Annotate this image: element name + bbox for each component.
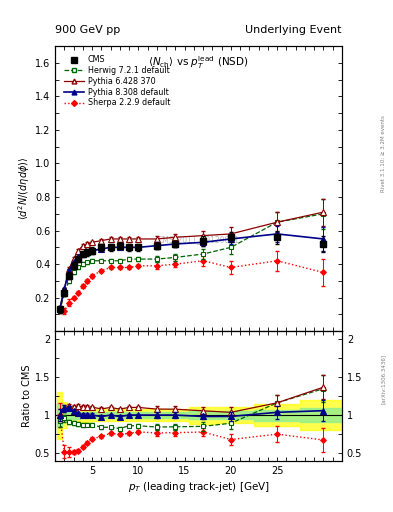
Y-axis label: Ratio to CMS: Ratio to CMS bbox=[22, 365, 32, 427]
Y-axis label: $\langle d^{2}N/(d\eta d\phi)\rangle$: $\langle d^{2}N/(d\eta d\phi)\rangle$ bbox=[16, 157, 32, 220]
Text: [arXiv:1306.3436]: [arXiv:1306.3436] bbox=[381, 354, 386, 404]
Text: Underlying Event: Underlying Event bbox=[245, 25, 342, 35]
Text: 900 GeV pp: 900 GeV pp bbox=[55, 25, 120, 35]
Text: CMS_2011_S9120041: CMS_2011_S9120041 bbox=[158, 236, 239, 244]
Text: Rivet 3.1.10; ≥ 3.2M events: Rivet 3.1.10; ≥ 3.2M events bbox=[381, 115, 386, 192]
X-axis label: $p_T$ (leading track-jet) [GeV]: $p_T$ (leading track-jet) [GeV] bbox=[127, 480, 270, 494]
Legend: CMS, Herwig 7.2.1 default, Pythia 6.428 370, Pythia 8.308 default, Sherpa 2.2.9 : CMS, Herwig 7.2.1 default, Pythia 6.428 … bbox=[62, 53, 173, 110]
Text: $\langle N_\mathrm{ch}\rangle$ vs $p_T^\mathrm{lead}$ (NSD): $\langle N_\mathrm{ch}\rangle$ vs $p_T^\… bbox=[148, 55, 249, 72]
